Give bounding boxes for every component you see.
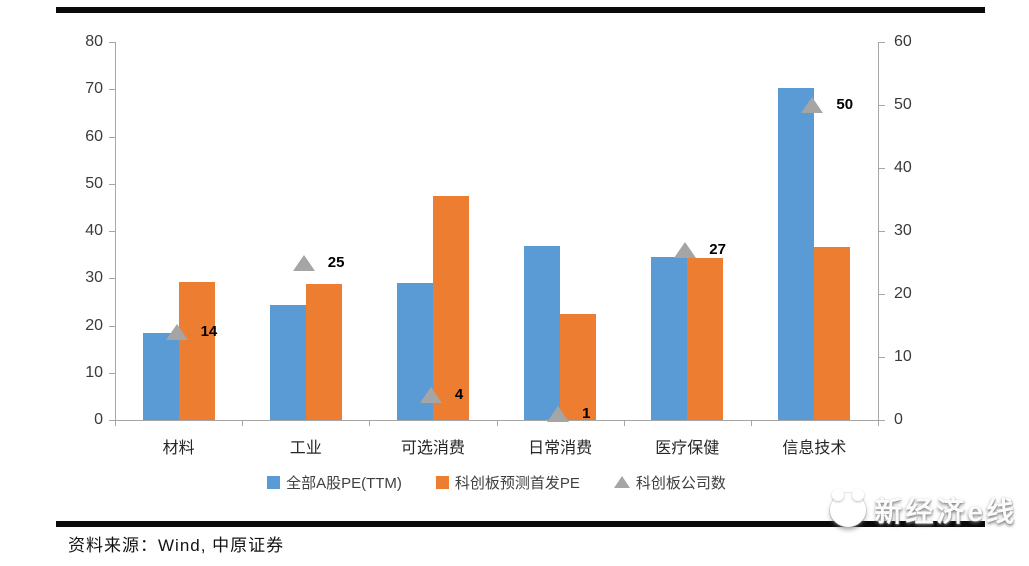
bar (269, 305, 306, 420)
legend-label: 全部A股PE(TTM) (286, 474, 402, 492)
y-axis-label-right: 30 (894, 222, 912, 239)
y-axis-label-right: 20 (894, 285, 912, 302)
y-tick-left (109, 183, 115, 185)
legend-square-icon (435, 475, 449, 489)
legend-label: 科创板公司数 (635, 474, 726, 492)
bottom-divider (56, 521, 985, 527)
y-axis-label-left: 80 (85, 33, 103, 50)
top-divider (56, 7, 985, 13)
watermark-text: 新经济e线 (874, 496, 1017, 527)
bar (524, 246, 561, 420)
y-tick-left (109, 89, 115, 91)
y-tick-left (109, 325, 115, 327)
y-axis-right (878, 42, 879, 420)
y-axis-label-left: 0 (94, 411, 103, 428)
y-tick-right (879, 42, 885, 43)
company-count-marker (801, 97, 824, 113)
y-tick-left (109, 42, 115, 43)
bar (778, 87, 815, 420)
y-tick-left (109, 278, 115, 280)
x-axis-label: 材料 (162, 440, 195, 457)
x-axis-label: 信息技术 (782, 440, 847, 457)
x-axis (115, 420, 879, 421)
bar (178, 282, 215, 420)
y-axis-label-right: 50 (894, 96, 912, 113)
x-tick (496, 421, 498, 426)
x-tick (115, 421, 116, 426)
x-tick (242, 421, 244, 426)
company-count-marker (674, 241, 697, 258)
cat-logo-icon (830, 489, 867, 527)
company-count-marker (419, 386, 442, 403)
y-tick-left (109, 136, 115, 138)
bar (687, 258, 724, 420)
company-count-label: 4 (454, 385, 464, 403)
company-count-marker (292, 254, 315, 271)
company-count-marker (165, 323, 188, 340)
x-axis-label: 日常消费 (528, 440, 593, 457)
x-tick (623, 421, 625, 426)
y-axis-label-right: 40 (894, 159, 912, 176)
legend-item: 全部A股PE(TTM) (267, 472, 402, 493)
legend-item: 科创板公司数 (613, 472, 726, 493)
bar (651, 256, 688, 420)
y-tick-right (879, 168, 885, 169)
y-axis-label-left: 10 (85, 363, 103, 381)
y-axis-label-right: 10 (894, 348, 912, 365)
y-tick-right (879, 357, 885, 358)
x-tick (369, 421, 371, 426)
bar (560, 314, 597, 420)
bar (305, 284, 342, 420)
y-tick-right (879, 105, 885, 106)
y-tick-left (109, 420, 115, 421)
watermark: 新经济e线 (830, 488, 1017, 532)
x-axis-label: 可选消费 (400, 440, 465, 457)
y-tick-right (879, 420, 885, 421)
y-axis-label-left: 70 (85, 80, 103, 98)
y-axis-label-left: 60 (85, 127, 103, 145)
source-note: 资料来源：Wind, 中原证券 (68, 536, 285, 555)
legend-triangle-icon (613, 476, 630, 488)
company-count-label: 25 (327, 253, 345, 271)
legend-square-icon (267, 475, 281, 489)
y-axis-label-right: 60 (894, 33, 912, 50)
x-axis-label: 医疗保健 (655, 440, 720, 457)
y-tick-right (879, 294, 885, 295)
y-axis-label-left: 40 (85, 222, 103, 239)
legend-label: 科创板预测首发PE (454, 474, 580, 492)
x-axis-label: 工业 (289, 440, 322, 457)
company-count-label: 1 (582, 404, 591, 422)
y-tick-left (109, 372, 115, 374)
x-tick (750, 421, 752, 426)
company-count-label: 27 (709, 240, 726, 258)
company-count-label: 14 (200, 322, 218, 340)
y-tick-left (109, 231, 115, 232)
y-axis-left (115, 42, 116, 420)
y-tick-right (879, 231, 885, 232)
y-axis-label-right: 0 (894, 411, 903, 428)
bar (142, 333, 179, 420)
y-axis-label-left: 20 (85, 316, 103, 334)
y-axis-label-left: 50 (85, 174, 103, 192)
y-axis-label-left: 30 (85, 269, 103, 287)
company-count-marker (547, 405, 570, 422)
bar (814, 246, 851, 420)
chart-legend: 全部A股PE(TTM) 科创板预测首发PE 科创板公司数 (115, 469, 878, 495)
x-tick (878, 421, 879, 426)
company-count-label: 50 (836, 96, 854, 113)
legend-item: 科创板预测首发PE (435, 472, 580, 493)
bar (432, 196, 469, 420)
